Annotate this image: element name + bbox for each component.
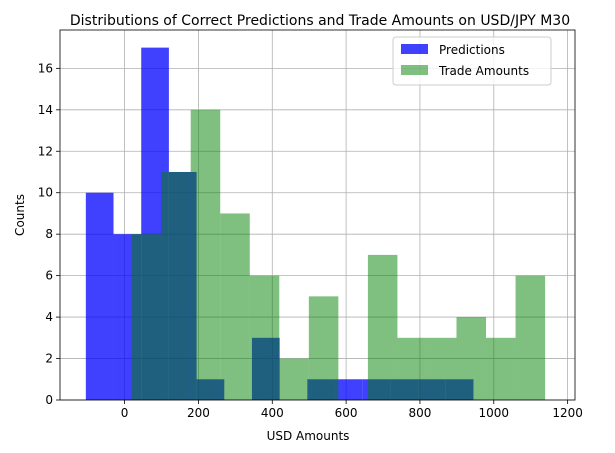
bar-trade-amounts [456, 317, 487, 400]
legend: Predictions Trade Amounts [392, 36, 552, 86]
legend-swatch [401, 65, 428, 75]
y-tick-label: 6 [45, 269, 53, 283]
x-tick-label: 1200 [552, 406, 583, 420]
bar-predictions [85, 192, 114, 400]
bar-trade-amounts [367, 254, 398, 400]
bar-trade-amounts [220, 213, 250, 400]
x-tick-label: 0 [121, 406, 129, 420]
y-tick-label: 10 [38, 186, 53, 200]
bar-trade-amounts [131, 234, 162, 400]
bar-trade-amounts [249, 275, 280, 400]
y-axis-label: Counts [13, 194, 27, 236]
bar-trade-amounts [486, 337, 516, 400]
bar-trade-amounts [190, 109, 221, 400]
x-tick-label: 1000 [479, 406, 510, 420]
legend-swatch [401, 44, 428, 54]
x-tick-label: 400 [261, 406, 284, 420]
y-axis-ticks: 0 2 4 6 8 10 12 14 16 [38, 61, 60, 407]
bar-trade-amounts [308, 296, 339, 400]
x-tick-label: 800 [408, 406, 431, 420]
x-tick-label: 600 [335, 406, 358, 420]
bar-trade-amounts [515, 275, 546, 400]
x-axis-label: USD Amounts [267, 429, 350, 443]
bar-trade-amounts [161, 171, 191, 400]
x-axis-ticks: 0 200 400 600 800 1000 1200 [121, 400, 583, 420]
x-tick-label: 200 [187, 406, 210, 420]
y-tick-label: 2 [45, 352, 53, 366]
legend-box [392, 36, 552, 86]
y-tick-label: 16 [38, 61, 53, 75]
y-tick-label: 14 [38, 103, 53, 117]
bar-trade-amounts [397, 337, 427, 400]
bar-predictions [335, 379, 363, 400]
y-tick-label: 12 [38, 144, 53, 158]
legend-label: Predictions [439, 43, 505, 57]
y-tick-label: 4 [45, 310, 53, 324]
y-tick-label: 8 [45, 227, 53, 241]
chart-title: Distributions of Correct Predictions and… [70, 13, 570, 29]
y-tick-label: 0 [45, 393, 53, 407]
histogram-bars [85, 47, 546, 400]
bar-trade-amounts [426, 337, 457, 400]
plot-frame [59, 29, 576, 401]
legend-label: Trade Amounts [438, 64, 529, 78]
bar-trade-amounts [279, 358, 309, 400]
